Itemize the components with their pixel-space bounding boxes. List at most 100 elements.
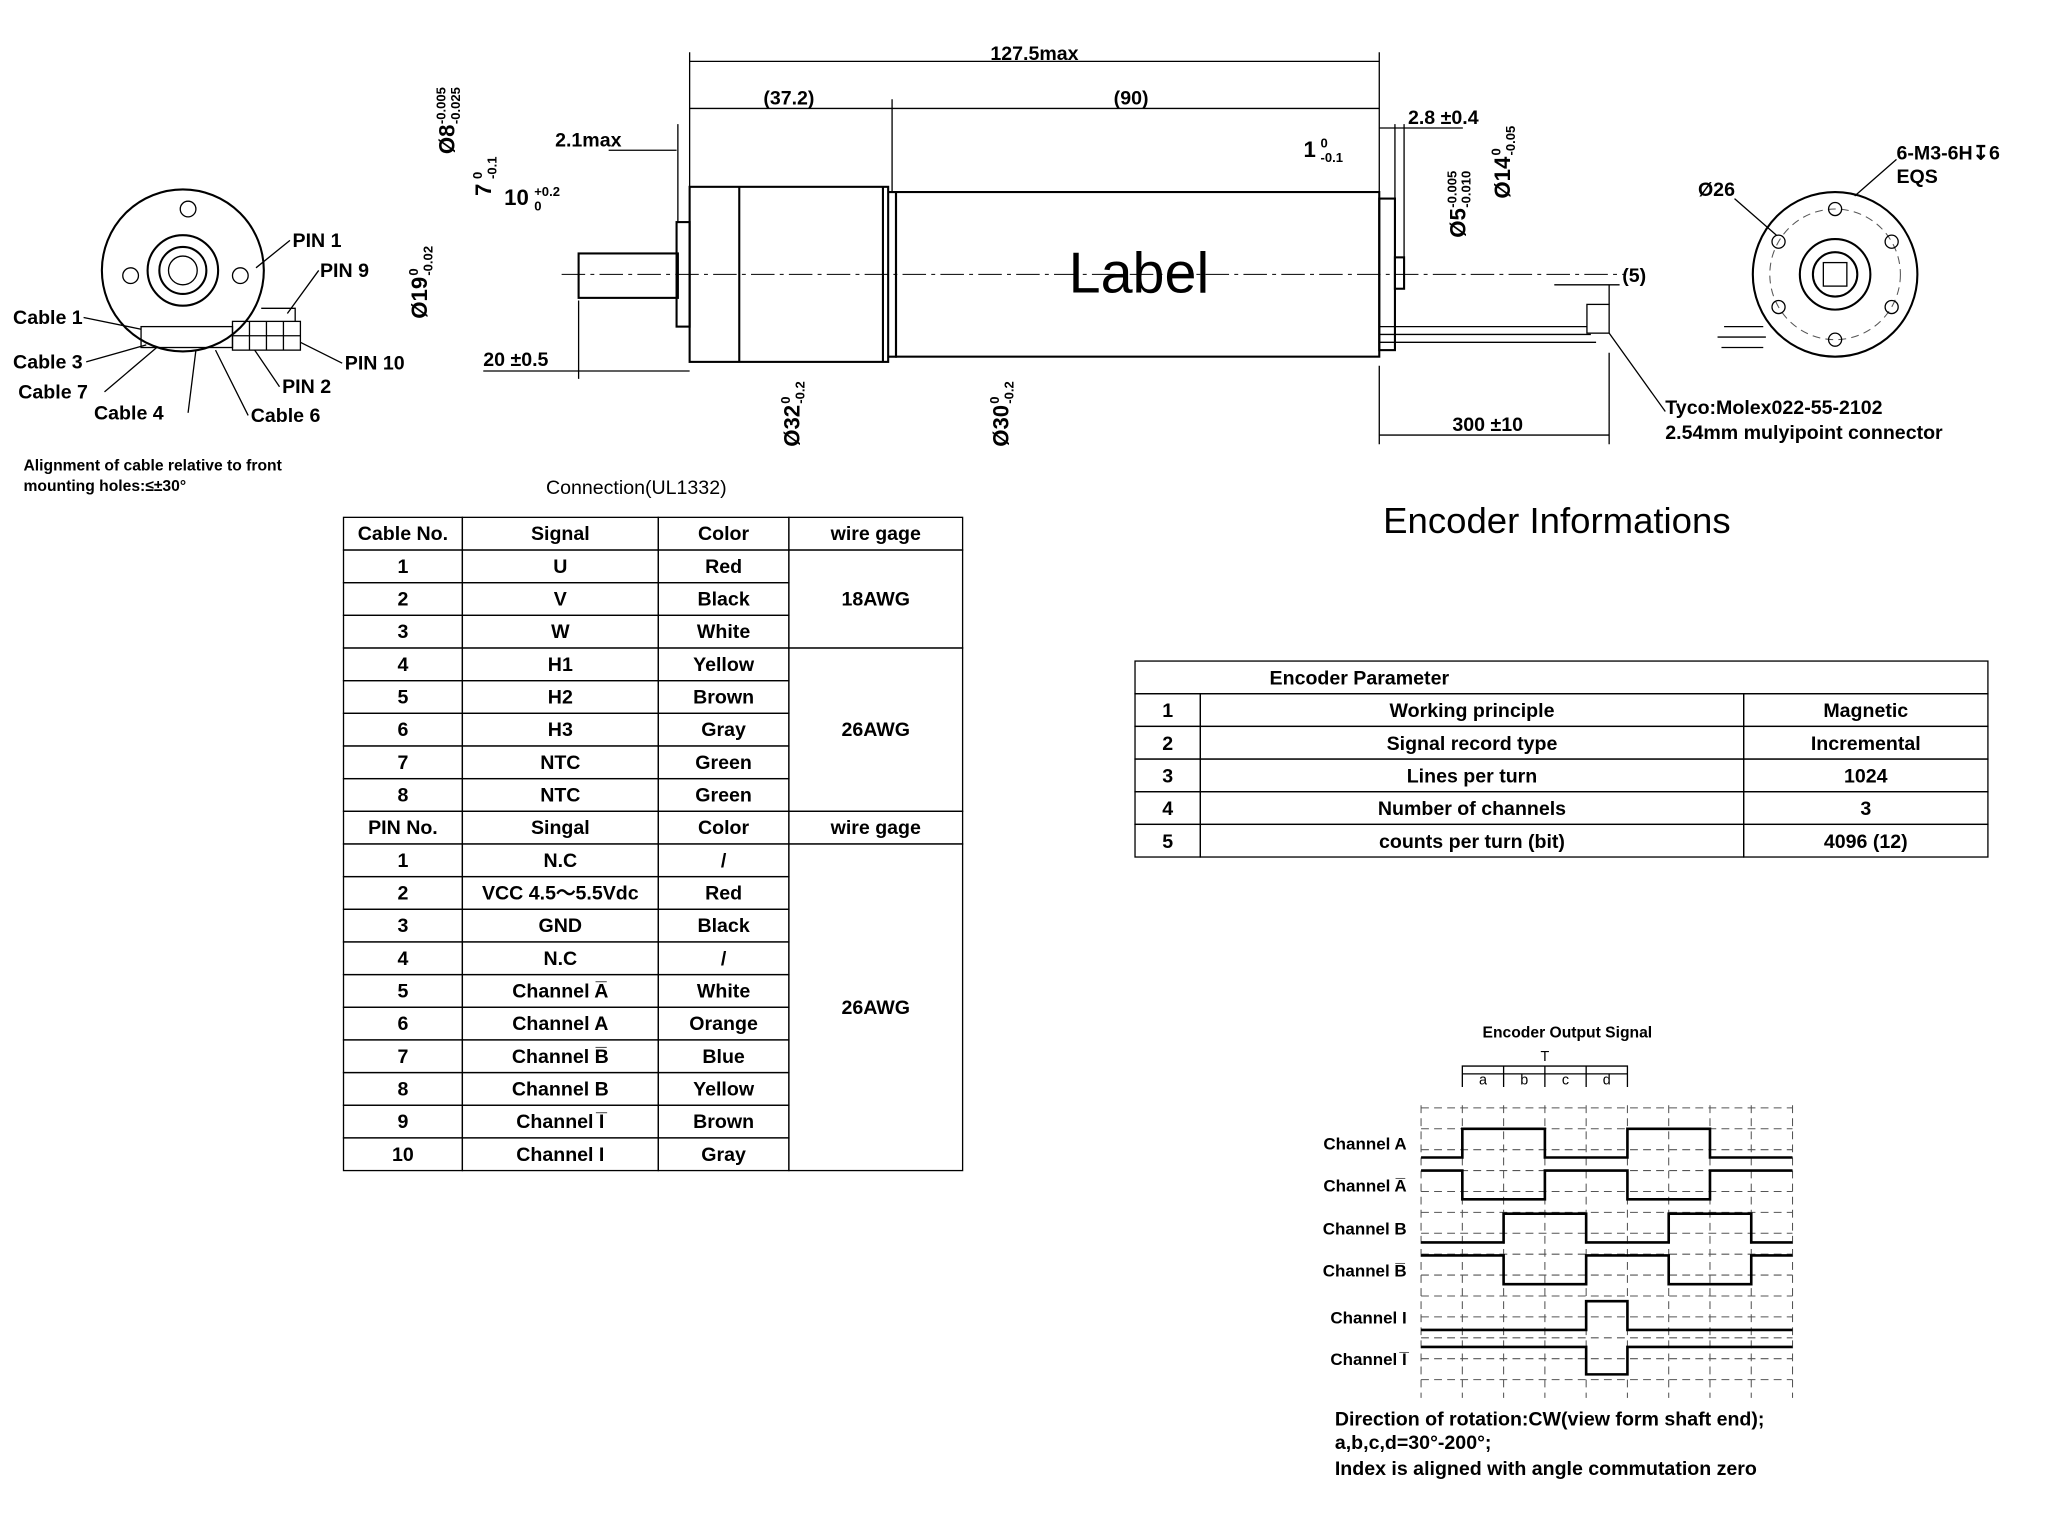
- cell-text: 26AWG: [841, 997, 910, 1019]
- cell-text: NTC: [540, 752, 580, 774]
- cell-text: 9: [397, 1111, 408, 1133]
- cell-text: H2: [548, 687, 573, 709]
- cell-text: Brown: [693, 687, 754, 709]
- rear-label: 6-M3-6H↧6: [1896, 142, 2000, 164]
- cell-text: 2: [1162, 733, 1173, 755]
- tolerance-lower: 0: [534, 198, 541, 213]
- cell-text: 7: [397, 752, 408, 774]
- cell-text: V: [554, 589, 567, 611]
- tolerance-upper: 0: [470, 172, 485, 179]
- cell-text: Black: [697, 589, 749, 611]
- cell-text: 5: [397, 687, 408, 709]
- mount-hole: [1884, 299, 1899, 315]
- connector-note: 2.54mm mulyipoint connector: [1665, 422, 1943, 444]
- cell-text: Singal: [531, 817, 590, 839]
- cell-text: Channel I: [516, 1144, 604, 1166]
- cell-text: N.C: [543, 850, 577, 872]
- cell-text: W: [551, 621, 570, 643]
- cell-text: Working principle: [1390, 700, 1555, 722]
- front-label: PIN 9: [320, 260, 369, 282]
- dimension-value: Ø19: [407, 277, 432, 319]
- cell-text: U: [553, 556, 567, 578]
- rear-label: EQS: [1896, 166, 1937, 188]
- cell-text: H1: [548, 654, 573, 676]
- cell-text: 7: [397, 1046, 408, 1068]
- cell-text: Magnetic: [1823, 700, 1908, 722]
- waveform: [1421, 1254, 1793, 1286]
- dimension: (5): [1622, 265, 1646, 287]
- tolerance-lower: -0.05: [1503, 126, 1518, 156]
- tolerance-dimension: 1 0-0.1: [1304, 136, 1343, 165]
- dimension-value: Ø14: [1490, 156, 1515, 199]
- cell-text: 1024: [1844, 766, 1888, 788]
- cell-text: Color: [698, 523, 749, 545]
- cell-text: NTC: [540, 784, 580, 806]
- cell-text: /: [721, 948, 727, 970]
- cell-text: 4096 (12): [1824, 831, 1908, 853]
- cell-text: PIN No.: [368, 817, 438, 839]
- mount-hole: [1771, 234, 1786, 249]
- cell-text: Signal record type: [1387, 733, 1558, 755]
- cell-text: Gray: [701, 1144, 746, 1166]
- cell-text: 8: [397, 1078, 408, 1100]
- waveform: [1421, 1169, 1793, 1201]
- tolerance-lower: -0.010: [1459, 171, 1474, 208]
- front-label: PIN 2: [282, 376, 331, 398]
- tolerance-dimension: 10 +0.20: [504, 184, 560, 213]
- front-label: Cable 1: [13, 307, 83, 329]
- cell-text: Signal: [531, 523, 590, 545]
- cell-text: Number of channels: [1378, 798, 1566, 820]
- cell-text: 6: [397, 1013, 408, 1035]
- cell-text: N.C: [543, 948, 577, 970]
- cell-text: GND: [539, 915, 583, 937]
- cell-text: 8: [397, 784, 408, 806]
- tolerance-dimension: Ø32 0 -0.2: [778, 381, 807, 447]
- front-label: Cable 4: [94, 402, 164, 424]
- cell-text: 2: [397, 882, 408, 904]
- cell-text: Black: [697, 915, 749, 937]
- channel-label: Channel A: [1323, 1135, 1406, 1154]
- front-label: PIN 1: [293, 230, 342, 252]
- cell-text: 1: [1162, 700, 1173, 722]
- cell-text: White: [697, 621, 750, 643]
- waveform: [1421, 1299, 1793, 1332]
- cell-text: Yellow: [693, 1078, 755, 1100]
- dimension-value: Ø5: [1445, 208, 1470, 238]
- cell-text: Channel B: [512, 1078, 609, 1100]
- encoder-table: Encoder Parameter 1 Working principle Magne…: [1134, 660, 1989, 858]
- period-label: T: [1540, 1049, 1549, 1065]
- cell-text: 4: [397, 654, 408, 676]
- cell-text: Channel B̅: [512, 1046, 609, 1068]
- cell-text: Red: [705, 882, 742, 904]
- cell-text: Color: [698, 817, 749, 839]
- cell-text: 1: [397, 850, 408, 872]
- cell-text: 10: [392, 1144, 414, 1166]
- cell-text: 18AWG: [841, 589, 910, 611]
- channel-label: Channel I: [1330, 1308, 1406, 1327]
- cell-text: 26AWG: [841, 719, 910, 741]
- tolerance-dimension: 7 0 -0.1: [470, 156, 499, 195]
- mount-hole: [1827, 332, 1843, 347]
- cell-text: wire gage: [830, 523, 921, 545]
- cell-text: Orange: [689, 1013, 758, 1035]
- dimension-value: 10: [504, 185, 529, 210]
- table-cell: [1134, 660, 1989, 695]
- tolerance-lower: -0.02: [420, 246, 435, 276]
- signal-note: Direction of rotation:CW(view form shaft…: [1335, 1408, 1765, 1430]
- cell-text: Red: [705, 556, 742, 578]
- section-title: Encoder Informations: [1383, 500, 1730, 541]
- cell-text: White: [697, 980, 750, 1002]
- tolerance-dimension: Ø5-0.005 -0.010: [1444, 171, 1473, 238]
- cell-text: Incremental: [1811, 733, 1921, 755]
- cell-text: Brown: [693, 1111, 754, 1133]
- waveform: [1421, 1212, 1793, 1244]
- cell-text: Green: [695, 752, 752, 774]
- connector-note: Tyco:Molex022-55-2102: [1665, 397, 1882, 419]
- dimension-value: Ø8: [435, 125, 460, 155]
- front-label: Cable 6: [251, 405, 321, 427]
- cell-text: 1: [397, 556, 408, 578]
- dimension-value: 1: [1304, 137, 1316, 162]
- front-view: PIN 1 PIN 9 Cable 1 Cable 3 Cable 7 Cabl…: [13, 188, 405, 495]
- waveform: [1421, 1127, 1793, 1159]
